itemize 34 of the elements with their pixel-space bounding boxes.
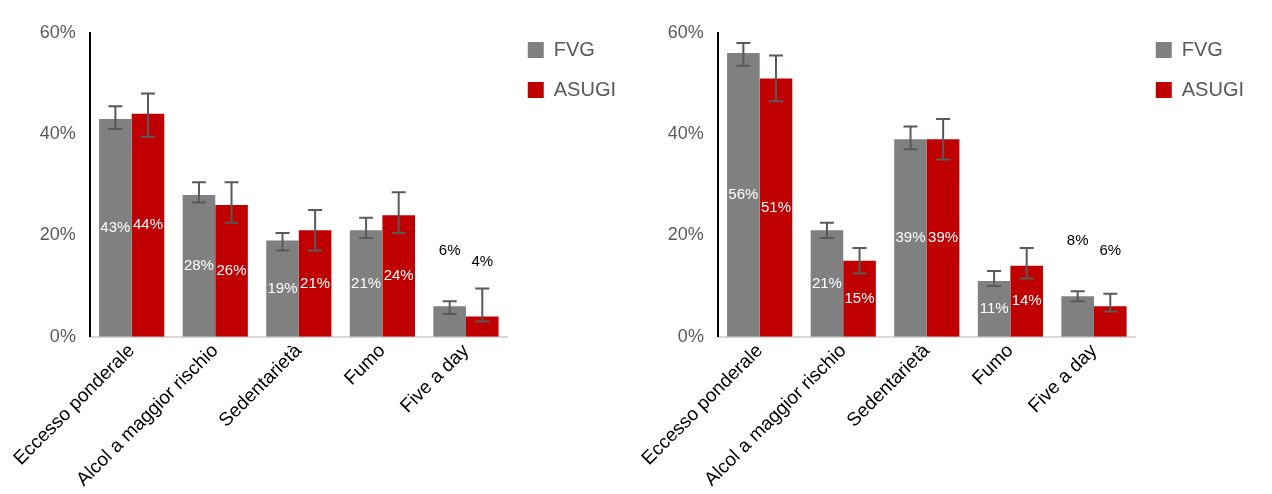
data-label: 6% [1099, 241, 1122, 259]
data-label: 28% [183, 255, 214, 273]
y-tick-label: 40% [667, 123, 704, 144]
legend-label: FVG [553, 37, 595, 60]
y-tick-label: 20% [667, 224, 704, 245]
data-label: 14% [1011, 291, 1042, 309]
data-label: 19% [267, 278, 298, 296]
x-tick-label: Five a day [395, 339, 473, 417]
data-label: 21% [811, 273, 842, 291]
data-label: 15% [844, 288, 875, 306]
data-label: 43% [100, 217, 131, 235]
data-label: 6% [438, 241, 461, 259]
y-tick-label: 60% [39, 21, 76, 42]
x-tick-label: Five a day [1023, 339, 1101, 417]
data-label: 4% [471, 251, 494, 269]
data-label: 21% [351, 273, 382, 291]
y-tick-label: 0% [677, 325, 704, 346]
data-label: 51% [760, 197, 791, 215]
data-label: 39% [928, 228, 959, 246]
data-label: 24% [383, 266, 414, 284]
y-tick-label: 0% [49, 325, 76, 346]
legend-label: ASUGI [1181, 77, 1245, 100]
y-tick-label: 60% [667, 21, 704, 42]
legend-label: ASUGI [553, 77, 617, 100]
data-label: 8% [1066, 231, 1089, 249]
data-label: 21% [300, 273, 331, 291]
y-tick-label: 40% [39, 123, 76, 144]
data-label: 26% [216, 261, 247, 279]
data-label: 39% [895, 228, 926, 246]
data-label: 11% [979, 299, 1009, 317]
data-label: 56% [728, 185, 759, 203]
y-tick-label: 20% [39, 224, 76, 245]
data-label: 44% [132, 215, 163, 233]
legend-label: FVG [1181, 37, 1223, 60]
